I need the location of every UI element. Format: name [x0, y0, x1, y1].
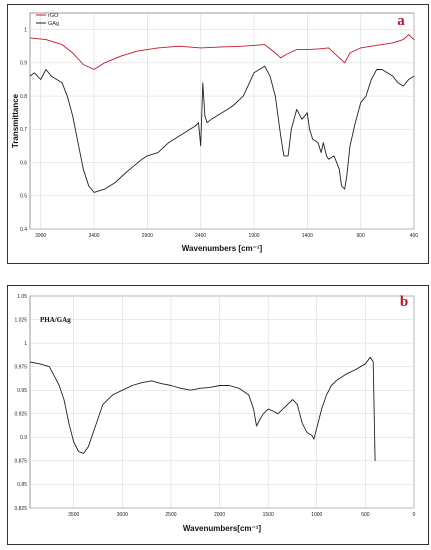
- x-tick-label: 2400: [195, 233, 206, 239]
- legend-label: GAg: [48, 21, 59, 27]
- y-tick-label: 0.85: [17, 482, 27, 488]
- y-tick-label: 0.95: [17, 388, 27, 394]
- x-tick-label: 3500: [68, 512, 79, 518]
- x-tick-label: 1000: [311, 512, 322, 518]
- y-tick-label: 0.9: [20, 435, 27, 441]
- legend-label: rGO: [48, 13, 59, 19]
- y-tick-label: 0.9: [20, 61, 27, 67]
- x-tick-label: 3000: [117, 512, 128, 518]
- x-tick-label: 3900: [35, 233, 46, 239]
- x-tick-label: 2900: [142, 233, 153, 239]
- series-inline-label: PHA/GAg: [40, 316, 71, 324]
- chart-panel-a: 1 0.9 0.8 0.7 0.6 0.5 0.4 3900 3400 2900 2400 1900 1…: [7, 4, 429, 264]
- y-tick-label: 0.6: [20, 160, 27, 166]
- panel-letter: a: [397, 13, 405, 29]
- x-tick-label: 500: [361, 512, 370, 518]
- x-tick-label: 1900: [248, 233, 259, 239]
- plot-frame: [29, 295, 415, 509]
- y-tick-label: 1.05: [17, 294, 27, 300]
- plot-frame: [29, 12, 415, 230]
- x-tick-label: 1500: [263, 512, 274, 518]
- y-axis-title: Transmittance: [11, 93, 20, 148]
- y-tick-label: 0.825: [14, 506, 27, 512]
- series-line-gag: [29, 65, 415, 193]
- x-axis-title: Wavenumbers [cm⁻¹]: [182, 244, 263, 253]
- y-tick-label: 0.975: [14, 364, 27, 370]
- x-tick-label: 0: [413, 512, 416, 518]
- y-tick-label: 0.4: [20, 227, 27, 233]
- y-tick-label: 0.5: [20, 194, 27, 200]
- x-tick-label: 1400: [302, 233, 313, 239]
- chart-panel-b: 1.05 1.025 1 0.975 0.95 0.925 0.9 0.875 0.85 0.82…: [7, 285, 429, 545]
- chart-a-svg: 1 0.9 0.8 0.7 0.6 0.5 0.4 3900 3400 2900 2400 1900 1…: [11, 12, 419, 253]
- y-tick-label: 1: [24, 27, 27, 33]
- series-line-pha-gag: [29, 356, 376, 461]
- y-tick-label: 0.7: [20, 127, 27, 133]
- x-tick-label: 2500: [165, 512, 176, 518]
- chart-b-svg: 1.05 1.025 1 0.975 0.95 0.925 0.9 0.875 0.85 0.82…: [14, 294, 416, 533]
- y-tick-label: 1.025: [14, 317, 27, 323]
- x-tick-label: 400: [410, 233, 419, 239]
- x-tick-label: 3400: [88, 233, 99, 239]
- x-tick-label: 2000: [214, 512, 225, 518]
- y-tick-label: 0.8: [20, 94, 27, 100]
- y-tick-label: 0.875: [14, 459, 27, 465]
- panel-letter: b: [400, 294, 408, 310]
- x-tick-label: 900: [356, 233, 365, 239]
- x-axis-title: Wavenumbers[cm⁻¹]: [183, 524, 262, 533]
- series-line-rgo: [29, 34, 415, 70]
- y-tick-label: 1: [24, 341, 27, 347]
- y-tick-label: 0.925: [14, 412, 27, 418]
